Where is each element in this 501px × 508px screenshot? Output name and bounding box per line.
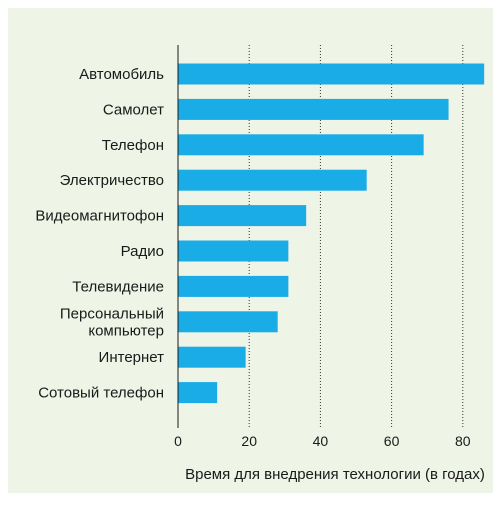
x-tick-label: 40 [313,433,329,449]
bar [178,311,278,333]
tick-labels: 0 20 40 60 80 [174,433,471,449]
category-label: Телефон [102,137,164,154]
x-tick-label: 60 [384,433,400,449]
category-label: Сотовый телефон [38,385,164,402]
bar [178,382,218,404]
bar [178,98,449,120]
bar [178,240,289,262]
bar [178,205,307,227]
x-tick-label: 80 [455,433,471,449]
bar [178,169,367,191]
category-label: Автомобиль [79,66,164,83]
x-tick-label: 20 [241,433,257,449]
bar [178,63,485,85]
category-label: Электричество [60,172,164,189]
bar [178,275,289,297]
bar [178,134,424,156]
bars [178,63,485,404]
category-label: Радио [121,243,164,260]
x-axis-title: Время для внедрения технологии (в годах) [185,466,485,483]
bar [178,346,246,368]
category-label: Персональный компьютер [60,305,164,339]
category-label: Видеомагнитофон [35,208,164,225]
category-label: Телевидение [72,278,164,295]
category-label: Самолет [103,101,164,118]
category-label: Интернет [99,349,165,366]
x-tick-label: 0 [174,433,182,449]
category-labels: Автомобиль Самолет Телефон Электричество Вид… [35,66,164,402]
